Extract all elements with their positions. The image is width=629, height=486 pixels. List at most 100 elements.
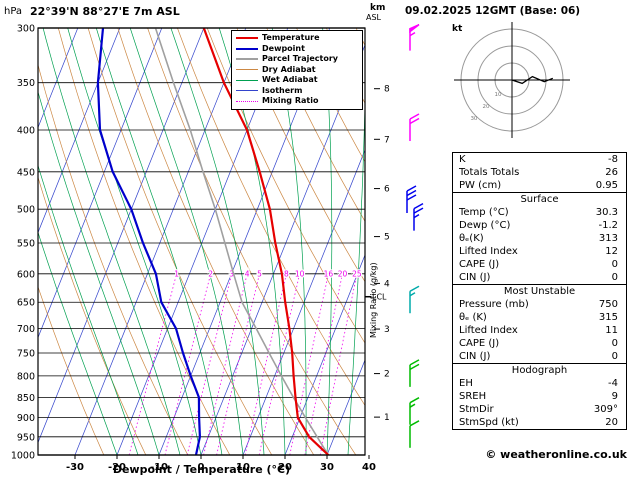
hodograph-unit-label: kt <box>452 24 463 34</box>
stat-row: CAPE (J) 0 <box>453 337 626 350</box>
stat-label: Lifted Index <box>459 246 518 257</box>
stat-label: Temp (°C) <box>459 207 509 218</box>
legend-label: Mixing Ratio <box>262 96 319 106</box>
pressure-tick-label: 700 <box>17 324 35 335</box>
stat-label: Dewp (°C) <box>459 220 511 231</box>
stat-value: 11 <box>605 325 618 336</box>
stat-row: θₑ (K) 315 <box>453 311 626 324</box>
stat-value: -4 <box>608 378 618 389</box>
datetime-title: 09.02.2025 12GMT (Base: 06) <box>405 5 581 17</box>
stat-value: 9 <box>611 391 618 402</box>
wind-barb <box>409 23 420 51</box>
asl-label: ASL <box>366 13 382 22</box>
legend-line-sample <box>236 79 258 81</box>
legend-label: Wet Adiabat <box>262 75 318 85</box>
stat-value: 309° <box>593 404 618 415</box>
temperature-tick-label: -20 <box>108 462 126 473</box>
stat-row: StmDir 309° <box>453 403 626 416</box>
temperature-tick-label: 40 <box>362 462 376 473</box>
km-tick-label: 7 <box>384 135 390 145</box>
pressure-tick-label: 400 <box>17 126 35 137</box>
hodograph-ring-label: 10 <box>494 92 501 98</box>
pressure-tick-label: 650 <box>17 298 35 309</box>
stat-label: PW (cm) <box>459 180 502 191</box>
stat-value: 750 <box>598 299 618 310</box>
pressure-tick-label: 450 <box>17 167 35 178</box>
pressure-tick-label: 800 <box>17 371 35 382</box>
wind-barbs <box>406 23 424 448</box>
stat-label: CIN (J) <box>459 272 491 283</box>
series-parcel-trajectory <box>154 28 329 455</box>
wind-barb <box>409 359 420 387</box>
pressure-tick-label: 950 <box>17 432 35 443</box>
temperature-tick-label: 10 <box>236 462 250 473</box>
legend-line-sample <box>236 47 258 50</box>
legend-line-sample <box>236 58 258 61</box>
mixing-ratio-axis-label: Mixing Ratio (g/kg) <box>369 262 378 338</box>
stat-row: CIN (J) 0 <box>453 271 626 284</box>
legend-item: Dewpoint <box>236 44 358 55</box>
legend-label: Dry Adiabat <box>262 64 316 74</box>
sounding-curves <box>96 28 330 455</box>
stat-row: Pressure (mb) 750 <box>453 298 626 311</box>
mixing-ratio-lines <box>128 273 358 455</box>
mixing-ratio-labels: 1 2 3 4 5 8 10 16 20 25 <box>173 268 363 280</box>
temperature-tick-label: 30 <box>320 462 334 473</box>
legend-line-sample <box>236 69 258 71</box>
temperature-tick-label: -10 <box>150 462 168 473</box>
mixing-ratio-label: 16 <box>324 269 334 278</box>
km-tick-label: 3 <box>384 325 390 335</box>
altitude-axis-unit-label: km <box>370 3 386 13</box>
stat-section-title: Most Unstable <box>453 284 626 298</box>
mixing-ratio-label: 20 <box>338 269 348 278</box>
km-tick-label: 6 <box>384 185 390 195</box>
credit-footer: © weatheronline.co.uk <box>485 448 627 461</box>
series-temperature <box>202 28 330 455</box>
stat-row: StmSpd (kt) 20 <box>453 416 626 429</box>
stat-row: Lifted Index 11 <box>453 324 626 337</box>
stat-label: Totals Totals <box>459 167 520 178</box>
mixing-ratio-label: 10 <box>295 269 305 278</box>
stat-value: 30.3 <box>595 207 618 218</box>
pressure-tick-label: 900 <box>17 413 35 424</box>
stat-section-title: Surface <box>453 192 626 206</box>
pressure-tick-label: 1000 <box>11 451 35 462</box>
legend-line-sample <box>236 90 258 92</box>
stat-label: StmSpd (kt) <box>459 417 519 428</box>
temperature-tick-label: -30 <box>66 462 84 473</box>
stat-row: CAPE (J) 0 <box>453 258 626 271</box>
skewt-chart: 3003504004505005506006507007508008509009… <box>11 23 424 473</box>
legend-label: Temperature <box>262 33 320 43</box>
pressure-tick-label: 550 <box>17 238 35 249</box>
stat-value: 0 <box>611 259 618 270</box>
stat-value: 12 <box>605 246 618 257</box>
pressure-tick-label: 600 <box>17 269 35 280</box>
stat-row: Dewp (°C) -1.2 <box>453 219 626 232</box>
wind-barb <box>413 202 424 231</box>
pressure-tick-label: 750 <box>17 348 35 359</box>
stat-row: θₑ(K) 313 <box>453 232 626 245</box>
temperature-tick-label: 0 <box>198 462 205 473</box>
stat-label: CIN (J) <box>459 351 491 362</box>
hodograph-trace <box>511 75 554 85</box>
stat-label: CAPE (J) <box>459 338 500 349</box>
stat-label: Pressure (mb) <box>459 299 529 310</box>
series-dewpoint <box>96 28 201 455</box>
legend-label: Parcel Trajectory <box>262 54 338 64</box>
wind-barb <box>409 113 420 142</box>
legend-line-sample <box>236 100 258 102</box>
stat-row: EH -4 <box>453 377 626 390</box>
legend-item: Dry Adiabat <box>236 65 358 76</box>
hodograph-ring-label: 30 <box>470 116 477 122</box>
stat-value: 20 <box>605 417 618 428</box>
mixing-ratio-label: 5 <box>257 269 262 278</box>
hodograph: 10 20 30 <box>454 22 570 138</box>
legend-item: Mixing Ratio <box>236 96 358 107</box>
mixing-ratio-label: 8 <box>284 269 289 278</box>
chart-legend: Temperature Dewpoint Parcel Trajectory Dry … <box>231 30 363 110</box>
stat-row: SREH 9 <box>453 390 626 403</box>
mixing-ratio-label: 3 <box>229 269 234 278</box>
wind-barb <box>409 420 420 448</box>
stat-value: 0 <box>611 351 618 362</box>
legend-item: Isotherm <box>236 86 358 97</box>
